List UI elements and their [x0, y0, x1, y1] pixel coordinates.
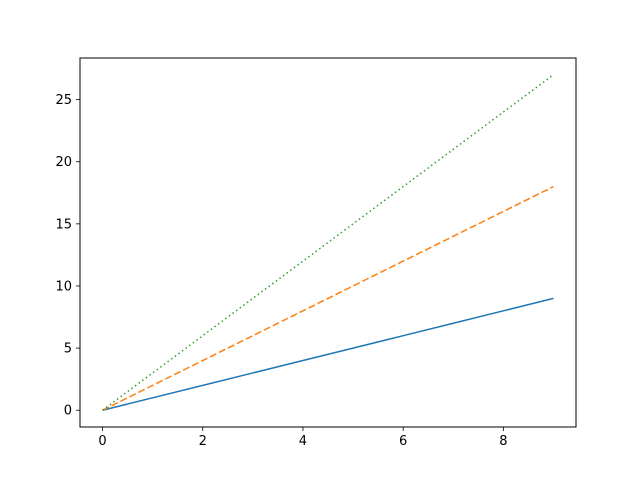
y-tick-label: 5 [64, 342, 72, 357]
x-tick-label: 8 [499, 434, 507, 449]
x-tick-label: 6 [399, 434, 407, 449]
y-tick-label: 20 [55, 155, 72, 170]
y-tick-label: 0 [64, 404, 72, 419]
series-line-2 [102, 185, 554, 411]
series-line-1 [102, 297, 554, 411]
x-axis: 0 2 4 6 8 [98, 427, 507, 449]
y-tick-label: 15 [55, 217, 72, 232]
plot-frame [79, 57, 577, 428]
y-tick-label: 25 [55, 93, 72, 108]
series-line-3 [102, 74, 554, 411]
y-axis: 0 5 10 15 20 25 [55, 93, 80, 419]
plot-area [80, 58, 576, 427]
x-tick-label: 4 [299, 434, 307, 449]
y-tick-label: 10 [55, 279, 72, 294]
x-tick-label: 2 [199, 434, 207, 449]
series-layer [102, 74, 554, 411]
x-tick-label: 0 [98, 434, 106, 449]
